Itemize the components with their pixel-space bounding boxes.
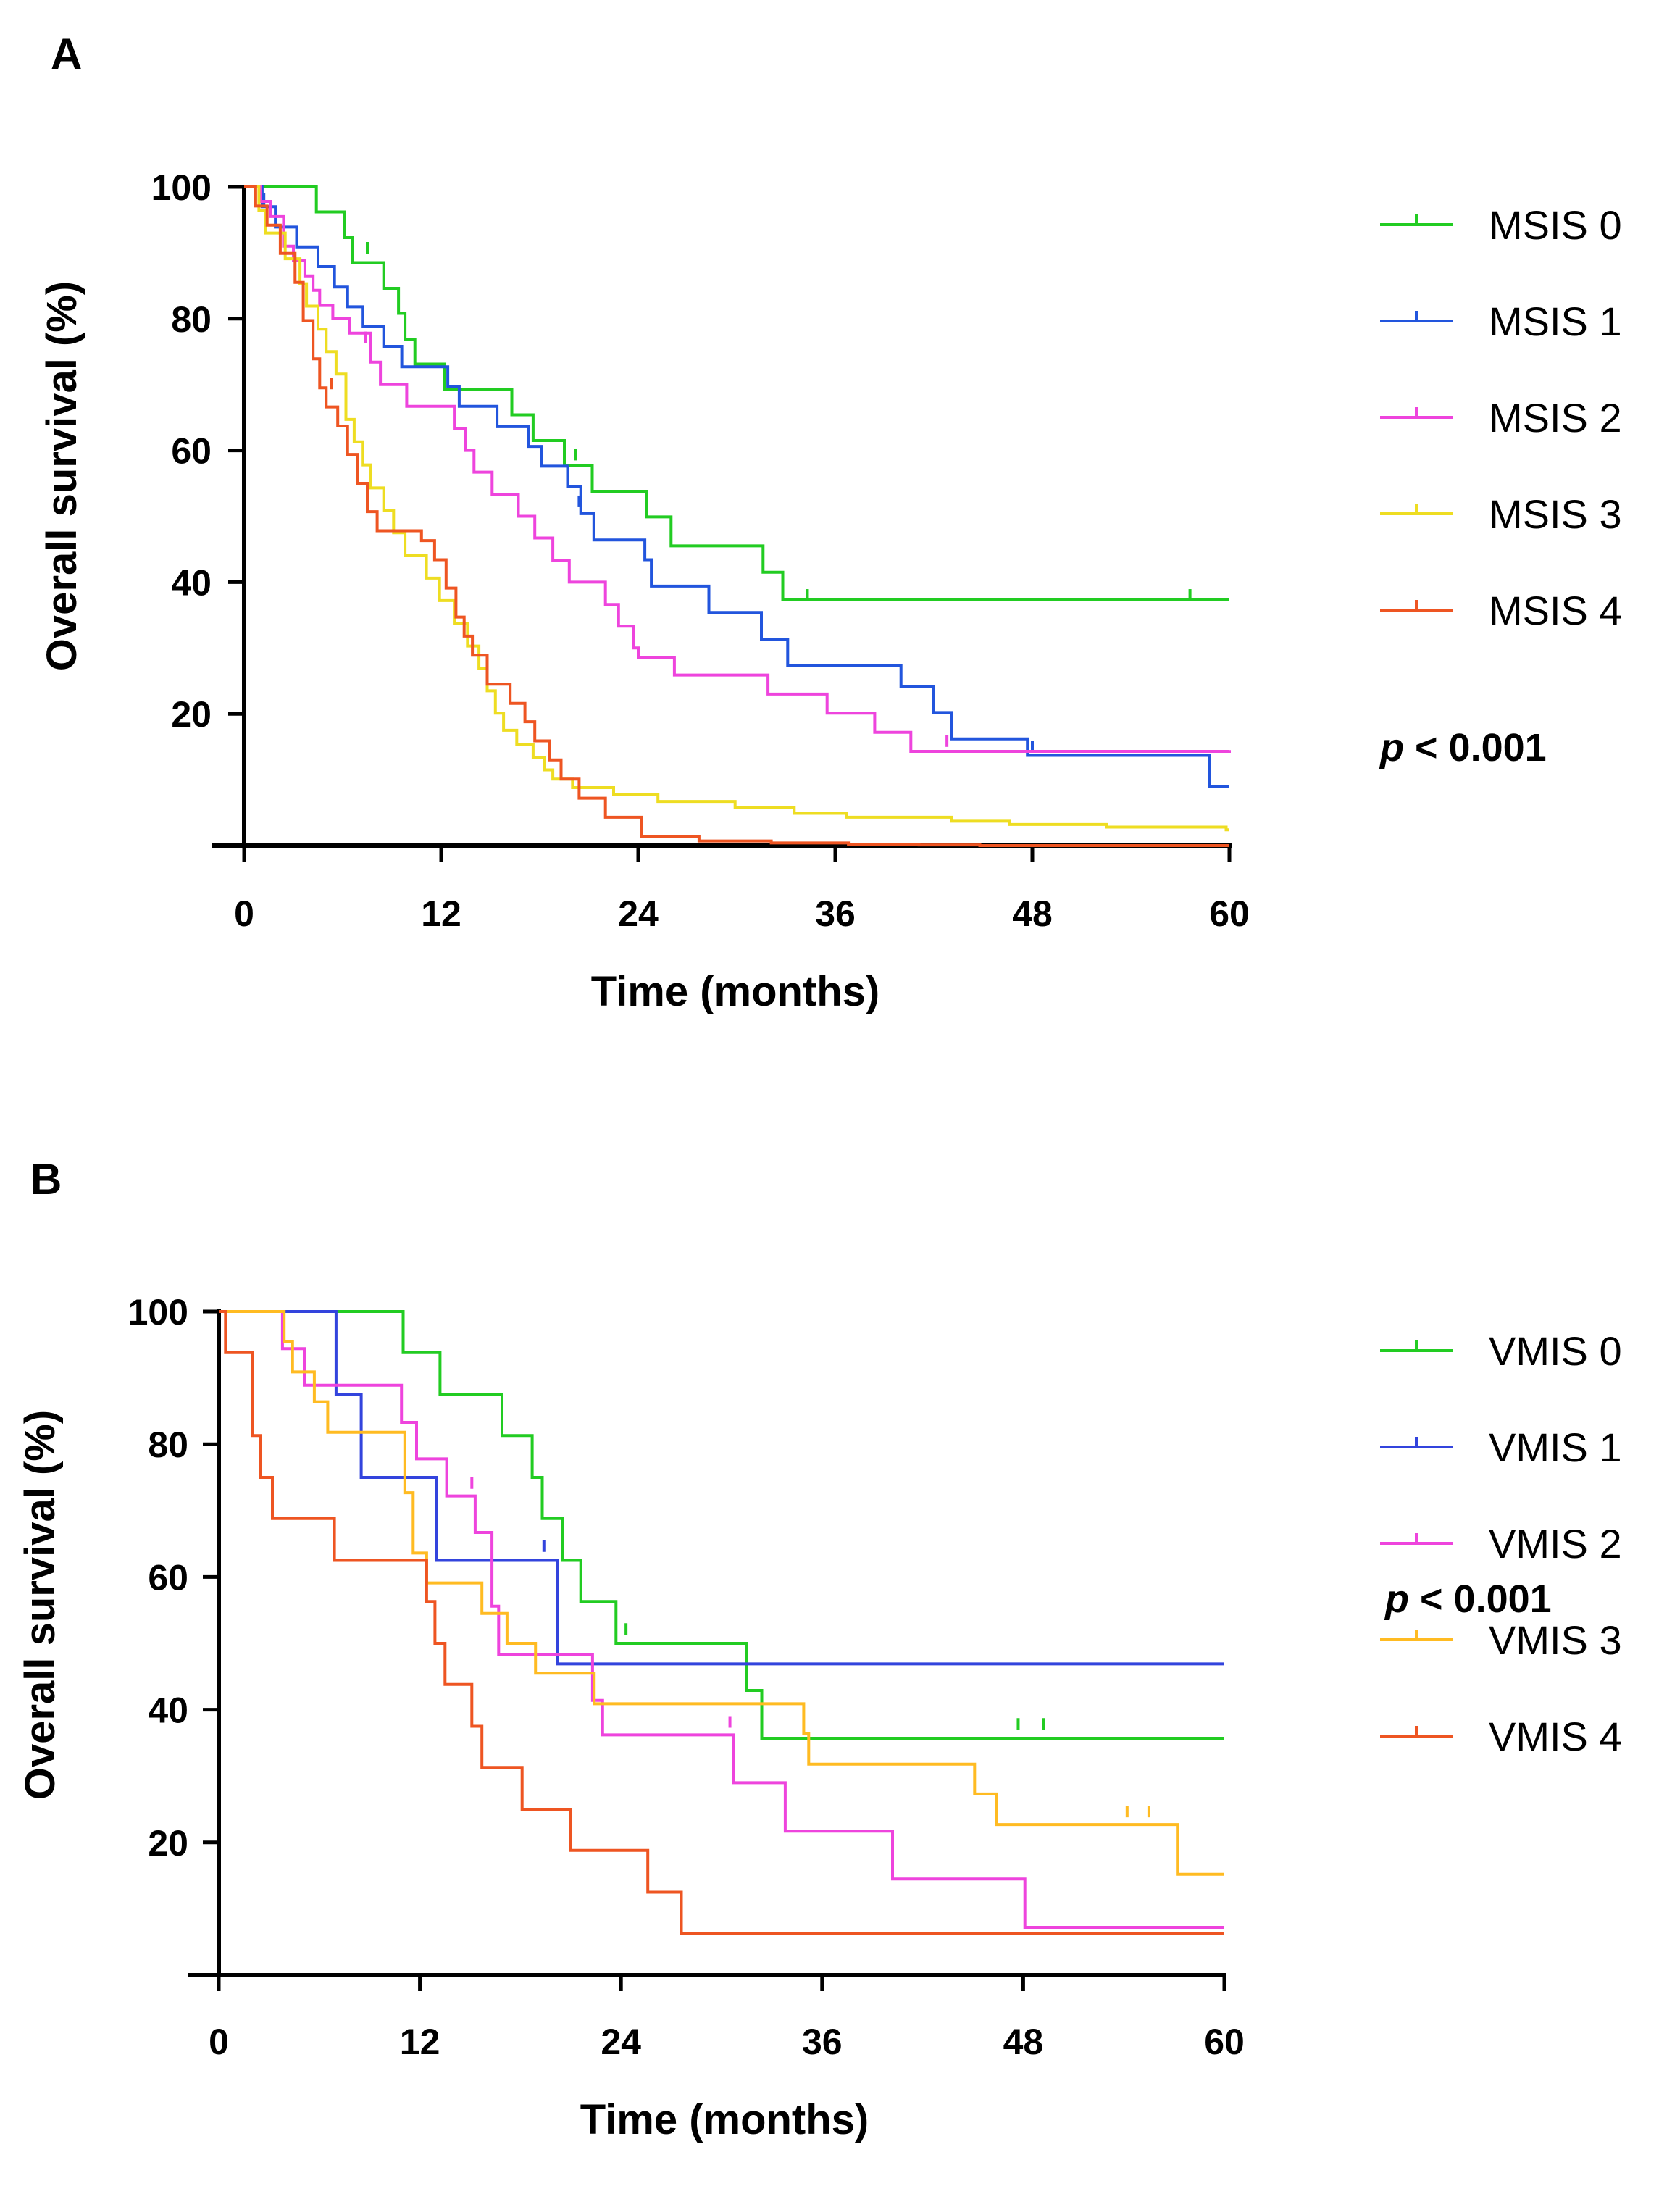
legend-label-msis-3: MSIS 3 xyxy=(1489,491,1622,537)
panel-a-plot-area: 20 40 60 80 100 0 12 24 36 48 60 xyxy=(151,167,1250,934)
series-line-msis-0 xyxy=(244,185,1229,601)
series-line-vmis-3 xyxy=(219,1310,1224,1876)
panel-b-x-tick-label: 24 xyxy=(601,2022,641,2062)
panel-a-y-tick-label: 20 xyxy=(171,694,212,735)
panel-a-p-text: < 0.001 xyxy=(1404,726,1547,769)
panel-a-y-tick-label: 40 xyxy=(171,562,212,603)
panel-a-legend: MSIS 0 MSIS 1 MSIS 2 MSIS 3 MSIS 4 xyxy=(1380,202,1622,633)
legend-label-vmis-2: VMIS 2 xyxy=(1489,1521,1622,1567)
panel-b: B Overall survival (%) Time (months) 20 4… xyxy=(17,1155,1622,2143)
panel-a-letter: A xyxy=(51,30,82,78)
legend-label-vmis-3: VMIS 3 xyxy=(1489,1617,1622,1663)
panel-b-y-axis-title: Overall survival (%) xyxy=(17,1410,64,1800)
panel-b-y-tick-label: 60 xyxy=(148,1557,188,1598)
panel-b-legend: VMIS 0 VMIS 1 VMIS 2 VMIS 3 VMIS 4 xyxy=(1380,1328,1622,1759)
panel-a-x-tick-label: 48 xyxy=(1012,893,1053,934)
panel-b-x-tick-label: 0 xyxy=(209,2022,229,2062)
panel-a-x-axis-title: Time (months) xyxy=(591,968,880,1015)
panel-b-x-tick-label: 12 xyxy=(400,2022,440,2062)
panel-b-p-text: < 0.001 xyxy=(1409,1577,1552,1621)
panel-a-x-tick-label: 24 xyxy=(618,893,659,934)
series-line-msis-2 xyxy=(244,185,1231,753)
panel-b-letter: B xyxy=(30,1155,62,1204)
series-line-msis-4 xyxy=(244,185,1229,847)
panel-a-x-tick-label: 36 xyxy=(815,893,856,934)
panel-a-y-tick-label: 100 xyxy=(151,167,212,208)
series-line-vmis-0 xyxy=(219,1310,1224,1740)
panel-a-x-tick-label: 0 xyxy=(234,893,254,934)
panel-a-p-value: p < 0.001 xyxy=(1379,726,1547,769)
series-line-msis-1 xyxy=(244,185,1229,788)
panel-a-y-tick-label: 60 xyxy=(171,431,212,472)
panel-a-x-tick-label: 12 xyxy=(421,893,461,934)
panel-b-p-symbol: p xyxy=(1384,1577,1409,1621)
panel-b-x-axis-title: Time (months) xyxy=(580,2096,869,2143)
series-line-vmis-4 xyxy=(219,1310,1224,1935)
panel-b-plot-area: 20 40 60 80 100 0 12 24 36 48 60 xyxy=(128,1292,1245,2062)
legend-label-msis-0: MSIS 0 xyxy=(1489,202,1622,248)
panel-b-y-tick-label: 40 xyxy=(148,1690,188,1731)
series-line-msis-3 xyxy=(244,185,1229,832)
panel-b-y-tick-label: 20 xyxy=(148,1823,188,1864)
panel-b-p-value: p < 0.001 xyxy=(1384,1577,1552,1621)
series-line-vmis-1 xyxy=(219,1310,1224,1666)
legend-label-msis-2: MSIS 2 xyxy=(1489,395,1622,441)
panel-a-y-tick-label: 80 xyxy=(171,299,212,340)
panel-a-x-tick-label: 60 xyxy=(1209,893,1250,934)
panel-b-y-tick-label: 100 xyxy=(128,1292,188,1332)
legend-label-vmis-4: VMIS 4 xyxy=(1489,1714,1622,1759)
legend-label-msis-1: MSIS 1 xyxy=(1489,299,1622,344)
panel-b-x-tick-label: 36 xyxy=(802,2022,843,2062)
legend-label-msis-4: MSIS 4 xyxy=(1489,588,1622,633)
panel-b-x-tick-label: 48 xyxy=(1003,2022,1044,2062)
series-line-vmis-2 xyxy=(219,1310,1224,1929)
legend-label-vmis-0: VMIS 0 xyxy=(1489,1328,1622,1374)
panel-b-y-tick-label: 80 xyxy=(148,1425,188,1465)
panel-b-x-tick-label: 60 xyxy=(1204,2022,1245,2062)
panel-a-p-symbol: p xyxy=(1379,726,1404,769)
panel-a: A Overall survival (%) Time (months) 20 4… xyxy=(38,30,1622,1015)
panel-a-y-axis-title: Overall survival (%) xyxy=(38,281,85,671)
legend-label-vmis-1: VMIS 1 xyxy=(1489,1425,1622,1470)
